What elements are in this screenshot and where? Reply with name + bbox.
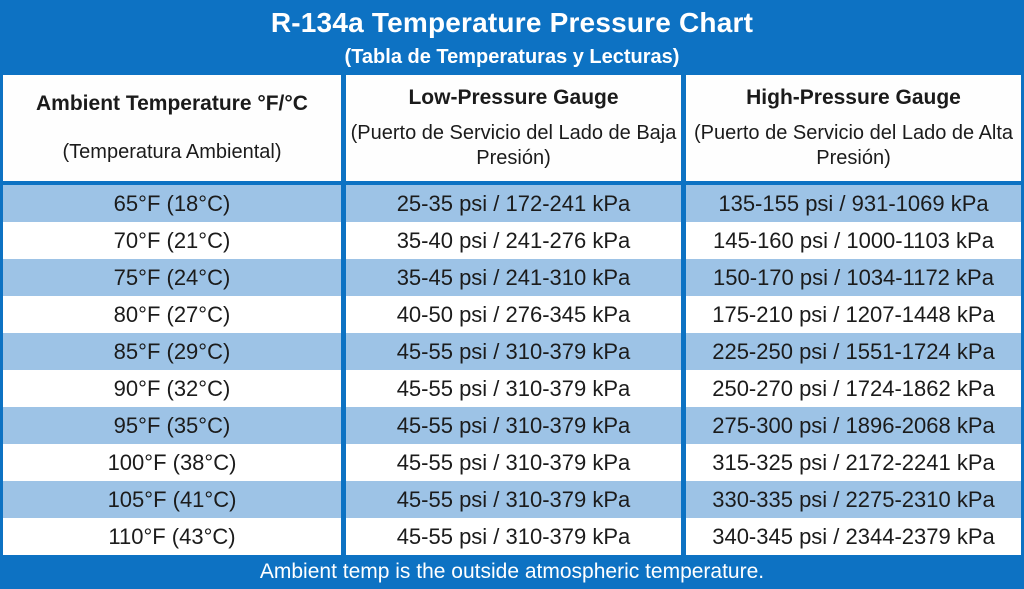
cell-temperature: 85°F (29°C)	[3, 333, 341, 370]
column-header-low-pressure-gauge: Low-Pressure Gauge (Puerto de Servicio d…	[346, 75, 681, 181]
column-header-sublabel: (Puerto de Servicio del Lado de Alta Pre…	[693, 122, 1014, 169]
column-header-label: High-Pressure Gauge	[746, 85, 961, 109]
cell-low-pressure: 45-55 psi / 310-379 kPa	[346, 518, 681, 555]
cell-low-pressure: 45-55 psi / 310-379 kPa	[346, 481, 681, 518]
table-row: 105°F (41°C) 45-55 psi / 310-379 kPa 330-3…	[3, 481, 1021, 518]
title-band: R-134a Temperature Pressure Chart (Tabla…	[0, 0, 1024, 75]
cell-low-pressure: 45-55 psi / 310-379 kPa	[346, 333, 681, 370]
column-header-sublabel: (Puerto de Servicio del Lado de Baja Pre…	[350, 122, 677, 169]
cell-temperature: 90°F (32°C)	[3, 370, 341, 407]
cell-temperature: 100°F (38°C)	[3, 444, 341, 481]
cell-temperature: 110°F (43°C)	[3, 518, 341, 555]
table-row: 80°F (27°C) 40-50 psi / 276-345 kPa 175-21…	[3, 296, 1021, 333]
cell-low-pressure: 35-40 psi / 241-276 kPa	[346, 222, 681, 259]
cell-high-pressure: 225-250 psi / 1551-1724 kPa	[686, 333, 1021, 370]
cell-high-pressure: 315-325 psi / 2172-2241 kPa	[686, 444, 1021, 481]
cell-temperature: 105°F (41°C)	[3, 481, 341, 518]
table-row: 100°F (38°C) 45-55 psi / 310-379 kPa 315-3…	[3, 444, 1021, 481]
page-title: R-134a Temperature Pressure Chart	[270, 7, 754, 38]
cell-low-pressure: 25-35 psi / 172-241 kPa	[346, 185, 681, 222]
cell-high-pressure: 250-270 psi / 1724-1862 kPa	[686, 370, 1021, 407]
table-row: 70°F (21°C) 35-40 psi / 241-276 kPa 145-16…	[3, 222, 1021, 259]
table-row: 65°F (18°C) 25-35 psi / 172-241 kPa 135-15…	[3, 185, 1021, 222]
cell-low-pressure: 45-55 psi / 310-379 kPa	[346, 370, 681, 407]
footer-note: Ambient temp is the outside atmospheric …	[259, 560, 765, 583]
column-header-ambient-temperature: Ambient Temperature °F/°C (Temperatura A…	[3, 75, 341, 181]
cell-high-pressure: 175-210 psi / 1207-1448 kPa	[686, 296, 1021, 333]
pressure-table: Ambient Temperature °F/°C (Temperatura A…	[0, 75, 1024, 555]
table-row: 75°F (24°C) 35-45 psi / 241-310 kPa 150-17…	[3, 259, 1021, 296]
cell-high-pressure: 275-300 psi / 1896-2068 kPa	[686, 407, 1021, 444]
cell-temperature: 75°F (24°C)	[3, 259, 341, 296]
cell-low-pressure: 35-45 psi / 241-310 kPa	[346, 259, 681, 296]
cell-high-pressure: 135-155 psi / 931-1069 kPa	[686, 185, 1021, 222]
column-header-sublabel: (Temperatura Ambiental)	[62, 140, 282, 163]
table-row: 95°F (35°C) 45-55 psi / 310-379 kPa 275-30…	[3, 407, 1021, 444]
cell-low-pressure: 40-50 psi / 276-345 kPa	[346, 296, 681, 333]
cell-temperature: 95°F (35°C)	[3, 407, 341, 444]
column-header-label: Low-Pressure Gauge	[408, 85, 619, 109]
table-body: 65°F (18°C) 25-35 psi / 172-241 kPa 135-15…	[3, 185, 1021, 555]
table-row: 85°F (29°C) 45-55 psi / 310-379 kPa 225-25…	[3, 333, 1021, 370]
cell-high-pressure: 340-345 psi / 2344-2379 kPa	[686, 518, 1021, 555]
cell-low-pressure: 45-55 psi / 310-379 kPa	[346, 444, 681, 481]
cell-temperature: 65°F (18°C)	[3, 185, 341, 222]
table-row: 110°F (43°C) 45-55 psi / 310-379 kPa 340-3…	[3, 518, 1021, 555]
table-header-row: Ambient Temperature °F/°C (Temperatura A…	[3, 75, 1021, 181]
column-header-high-pressure-gauge: High-Pressure Gauge (Puerto de Servicio …	[686, 75, 1021, 181]
cell-high-pressure: 145-160 psi / 1000-1103 kPa	[686, 222, 1021, 259]
column-header-label: Ambient Temperature °F/°C	[36, 91, 308, 115]
table-row: 90°F (32°C) 45-55 psi / 310-379 kPa 250-27…	[3, 370, 1021, 407]
page-subtitle: (Tabla de Temperaturas y Lecturas)	[344, 46, 680, 68]
cell-temperature: 80°F (27°C)	[3, 296, 341, 333]
cell-high-pressure: 150-170 psi / 1034-1172 kPa	[686, 259, 1021, 296]
cell-high-pressure: 330-335 psi / 2275-2310 kPa	[686, 481, 1021, 518]
cell-low-pressure: 45-55 psi / 310-379 kPa	[346, 407, 681, 444]
cell-temperature: 70°F (21°C)	[3, 222, 341, 259]
